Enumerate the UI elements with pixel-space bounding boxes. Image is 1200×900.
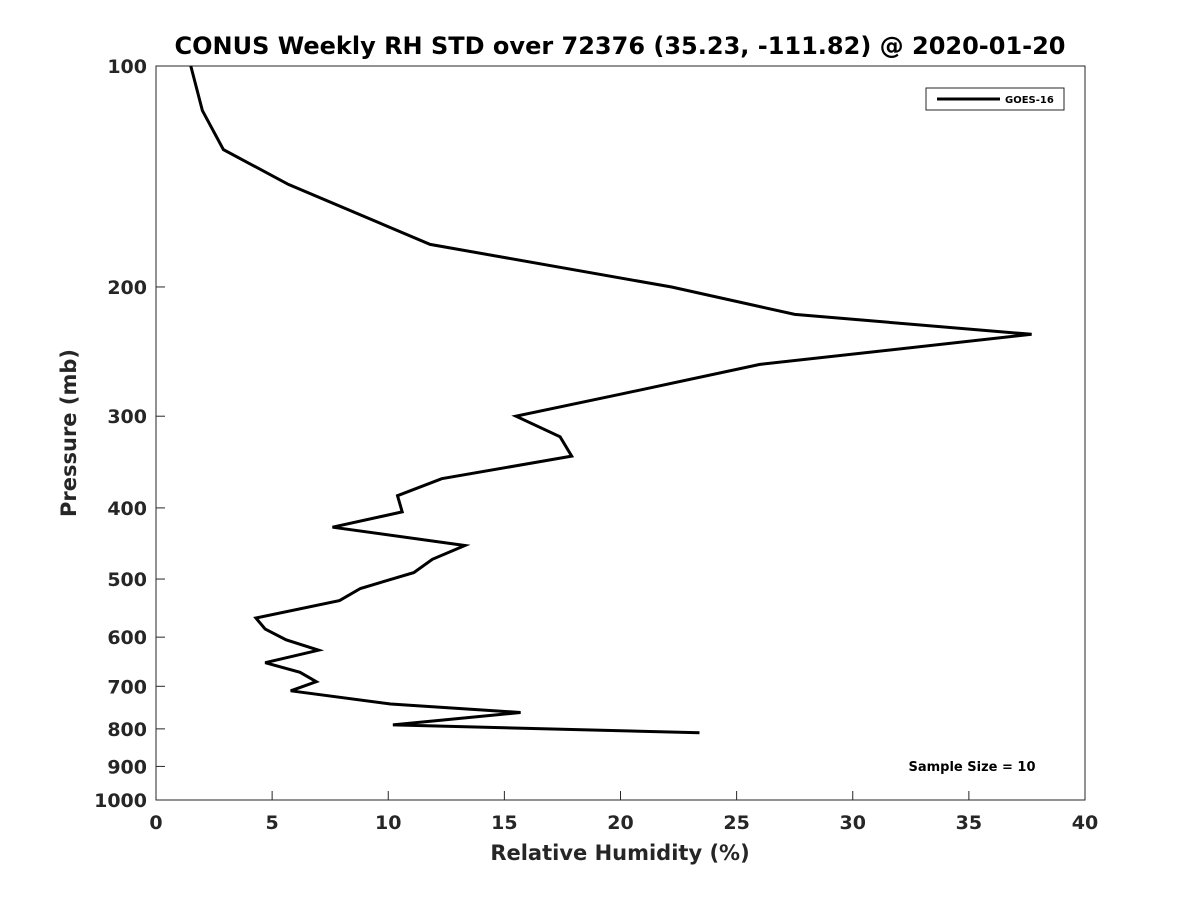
y-tick-label: 700 xyxy=(107,676,147,698)
legend: GOES-16 xyxy=(925,87,1065,111)
y-tick-label: 400 xyxy=(107,498,147,520)
chart-title: CONUS Weekly RH STD over 72376 (35.23, -… xyxy=(174,32,1065,60)
y-tick-label: 800 xyxy=(107,719,147,741)
x-tick-label: 35 xyxy=(956,812,982,834)
x-tick-label: 30 xyxy=(840,812,866,834)
sample-size-annotation: Sample Size = 10 xyxy=(908,760,1035,775)
y-axis: 100 200 300 400 500 600 700 800 900 1000 xyxy=(94,56,165,812)
x-tick-label: 25 xyxy=(723,812,749,834)
legend-label-goes-16: GOES-16 xyxy=(1005,95,1054,106)
x-tick-label: 15 xyxy=(491,812,517,834)
y-tick-label: 600 xyxy=(107,627,147,649)
y-tick-label: 300 xyxy=(107,406,147,428)
y-tick-label: 900 xyxy=(107,756,147,778)
x-axis: 0 5 10 15 20 25 30 35 40 xyxy=(149,791,1098,834)
y-tick-label: 500 xyxy=(107,569,147,591)
series-line-goes-16 xyxy=(189,65,1032,735)
y-tick-label: 1000 xyxy=(94,790,147,812)
y-tick-label: 100 xyxy=(107,56,147,78)
series-layer xyxy=(189,65,1032,735)
x-tick-label: 40 xyxy=(1072,812,1098,834)
x-tick-label: 10 xyxy=(375,812,401,834)
x-axis-label: Relative Humidity (%) xyxy=(490,841,749,865)
x-tick-label: 0 xyxy=(149,812,162,834)
y-tick-label: 200 xyxy=(107,277,147,299)
x-tick-label: 20 xyxy=(607,812,633,834)
x-tick-label: 5 xyxy=(266,812,279,834)
y-axis-label: Pressure (mb) xyxy=(57,349,81,517)
